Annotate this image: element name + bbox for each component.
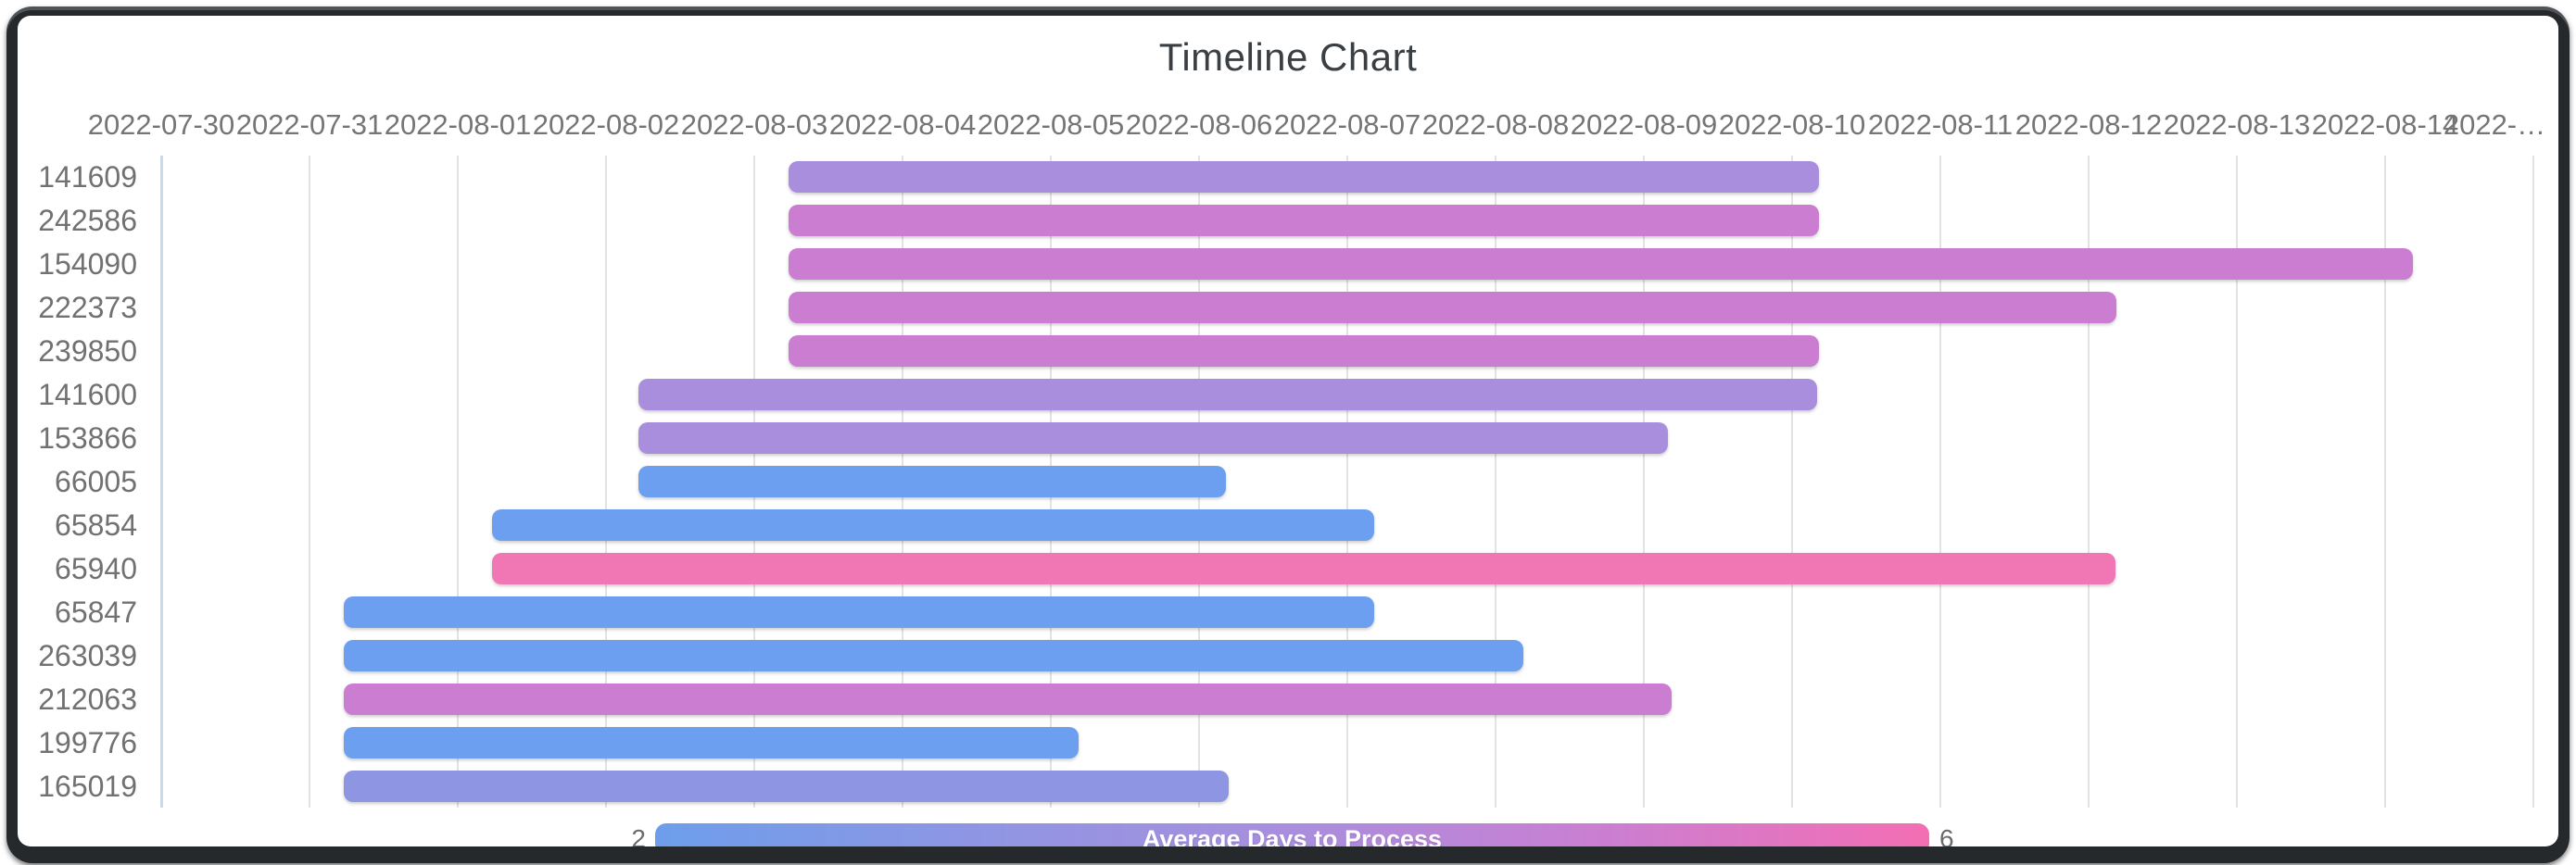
gridline bbox=[605, 156, 607, 808]
row-label: 239850 bbox=[38, 333, 137, 368]
timeline-bar-66005[interactable] bbox=[638, 465, 1226, 497]
window-frame: Timeline Chart 2022-07-30 2022-07-31 2022-… bbox=[6, 6, 2570, 863]
timeline-bar-153866[interactable] bbox=[638, 421, 1668, 454]
row-label: 222373 bbox=[38, 290, 137, 324]
x-axis-tick-label: 2022-08-01 bbox=[384, 108, 532, 141]
row-label: 263039 bbox=[38, 639, 137, 673]
gridline bbox=[1495, 156, 1496, 808]
timeline-bar-141609[interactable] bbox=[788, 160, 1819, 193]
x-axis-tick-label: 2022-08-07 bbox=[1273, 108, 1421, 141]
gridline bbox=[2236, 156, 2238, 808]
row-label: 65940 bbox=[55, 552, 137, 586]
chart-panel: Timeline Chart 2022-07-30 2022-07-31 2022-… bbox=[18, 16, 2558, 846]
gridline bbox=[1643, 156, 1645, 808]
row-label: 66005 bbox=[55, 464, 137, 498]
timeline-bar-154090[interactable] bbox=[788, 247, 2414, 280]
x-axis-tick-label: 2022-08-09 bbox=[1570, 108, 1718, 141]
timeline-bar-199776[interactable] bbox=[343, 727, 1080, 759]
timeline-bar-222373[interactable] bbox=[788, 291, 2117, 323]
gridline bbox=[159, 156, 163, 808]
x-axis-tick-label: 2022-08-02 bbox=[532, 108, 680, 141]
timeline-bar-165019[interactable] bbox=[343, 771, 1229, 803]
timeline-bar-242586[interactable] bbox=[788, 204, 1819, 236]
x-axis-tick-label: 2022-08-10 bbox=[1718, 108, 1866, 141]
x-axis-tick-label: 2022-08-14 bbox=[2311, 108, 2459, 141]
gridline bbox=[1346, 156, 1348, 808]
row-label: 242586 bbox=[38, 203, 137, 237]
x-axis-tick-label: 2022-08-04 bbox=[828, 108, 977, 141]
timeline-bar-65940[interactable] bbox=[491, 553, 2115, 585]
row-label: 199776 bbox=[38, 726, 137, 760]
timeline-bar-263039[interactable] bbox=[343, 640, 1524, 672]
timeline-bar-141600[interactable] bbox=[638, 378, 1818, 410]
x-axis-tick-label: 2022-08-06 bbox=[1125, 108, 1273, 141]
x-axis-tick-label: 2022-08-03 bbox=[680, 108, 828, 141]
row-label: 154090 bbox=[38, 246, 137, 281]
gridline bbox=[2532, 156, 2534, 808]
timeline-bar-239850[interactable] bbox=[788, 334, 1819, 367]
x-axis-tick-label: 2022-07-30 bbox=[87, 108, 235, 141]
chart-title: Timeline Chart bbox=[1158, 35, 1418, 79]
gridline bbox=[457, 156, 459, 808]
gridline bbox=[2384, 156, 2386, 808]
gridline bbox=[309, 156, 310, 808]
legend-min-label: 2 bbox=[631, 824, 646, 846]
timeline-bar-212063[interactable] bbox=[343, 683, 1673, 716]
legend-max-label: 6 bbox=[1939, 824, 1954, 846]
legend-title: Average Days to Process bbox=[1142, 825, 1443, 846]
gridline bbox=[2088, 156, 2090, 808]
x-axis-tick-label: 2022-08-13 bbox=[2163, 108, 2311, 141]
legend-gradient-bar: Average Days to Process bbox=[655, 823, 1929, 846]
x-axis-tick-label: 2022-08-05 bbox=[977, 108, 1125, 141]
row-label: 65854 bbox=[55, 508, 137, 542]
row-label: 65847 bbox=[55, 595, 137, 630]
row-label: 141600 bbox=[38, 377, 137, 411]
row-label: 212063 bbox=[38, 683, 137, 717]
timeline-bar-65854[interactable] bbox=[491, 509, 1374, 541]
timeline-bar-65847[interactable] bbox=[343, 596, 1374, 629]
gridline bbox=[1791, 156, 1793, 808]
x-axis-tick-label: 2022-08-12 bbox=[2014, 108, 2163, 141]
x-axis-tick-label: 2022-08-08 bbox=[1421, 108, 1570, 141]
gridline bbox=[1939, 156, 1941, 808]
row-label: 165019 bbox=[38, 770, 137, 804]
x-axis: 2022-07-30 2022-07-31 2022-08-01 2022-08-02… bbox=[18, 108, 2558, 142]
x-axis-tick-label: 2022-… bbox=[2443, 108, 2546, 141]
legend: 2 Average Days to Process 6 bbox=[18, 823, 2558, 846]
row-label: 153866 bbox=[38, 420, 137, 455]
row-label: 141609 bbox=[38, 159, 137, 194]
x-axis-tick-label: 2022-08-11 bbox=[1867, 108, 2014, 141]
plot-area bbox=[18, 16, 2558, 846]
x-axis-tick-label: 2022-07-31 bbox=[235, 108, 384, 141]
y-axis: 141609 242586 154090 222373 239850 141600 1538… bbox=[18, 16, 138, 846]
